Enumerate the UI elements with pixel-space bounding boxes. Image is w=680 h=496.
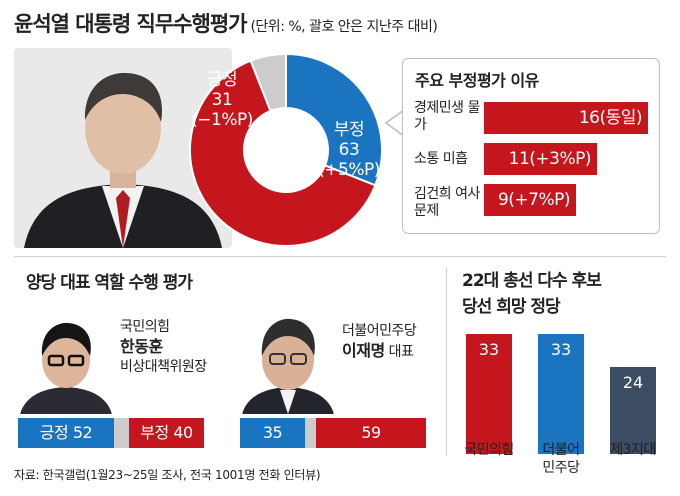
lee-undecided-bar: [305, 418, 316, 448]
han-positive-bar: 긍정 52: [18, 418, 114, 448]
column-divider: [446, 268, 447, 456]
ppp-bar: 33: [466, 334, 512, 454]
han-donghoon-info: 국민의힘 한동훈 비상대책위원장: [120, 319, 207, 375]
han-undecided-bar: [114, 418, 129, 448]
leaders-section-title: 양당 대표 역할 수행 평가: [26, 273, 193, 293]
third-party-label: 제3지대: [610, 442, 656, 458]
donut-slice-negative: [189, 59, 377, 247]
approval-donut-chart: [189, 52, 383, 247]
reason-bar-first-lady: 9(+7%P): [484, 184, 576, 216]
election-section-title: 22대 총선 다수 후보 당선 희망 정당: [462, 271, 602, 317]
dpk-bar: 33: [538, 334, 584, 454]
reason-label-first-lady: 김건희 여사 문제: [414, 186, 480, 219]
donut-slice-other: [249, 52, 287, 113]
reason-bar-communication: 11(+3%P): [484, 143, 597, 175]
lee-jaemyung-info: 더불어민주당 이재명 대표: [342, 323, 417, 360]
negative-label: 부정 63 (+5%P): [318, 120, 380, 180]
ppp-label: 국민의힘: [464, 442, 514, 458]
han-negative-bar: 부정 40: [129, 418, 204, 448]
donut-slice-positive: [285, 52, 383, 187]
dpk-label: 더불어 민주당: [542, 442, 580, 476]
unit-note: (단위: %, 괄호 안은 지난주 대비): [250, 19, 438, 35]
reason-bar-economy: 16(동일): [484, 102, 648, 134]
reasons-title: 주요 부정평가 이유: [415, 71, 539, 90]
han-donghoon-photo: [18, 308, 114, 414]
section-divider: [14, 256, 666, 257]
source-note: 자료: 한국갤럽(1월23~25일 조사, 전국 1001명 전화 인터뷰): [14, 468, 321, 482]
third-party-bar: 24: [610, 367, 656, 454]
reason-label-communication: 소통 미흡: [414, 151, 468, 167]
page-title: 윤석열 대통령 직무수행평가 (단위: %, 괄호 안은 지난주 대비): [14, 12, 438, 36]
reason-label-economy: 경제민생 물가: [414, 100, 480, 133]
lee-positive-bar: 35: [240, 418, 305, 448]
positive-label: 긍정 31 (−1%P): [191, 70, 253, 130]
lee-jaemyung-photo: [240, 306, 336, 414]
lee-negative-bar: 59: [316, 418, 426, 448]
callout-pointer: [385, 109, 405, 137]
